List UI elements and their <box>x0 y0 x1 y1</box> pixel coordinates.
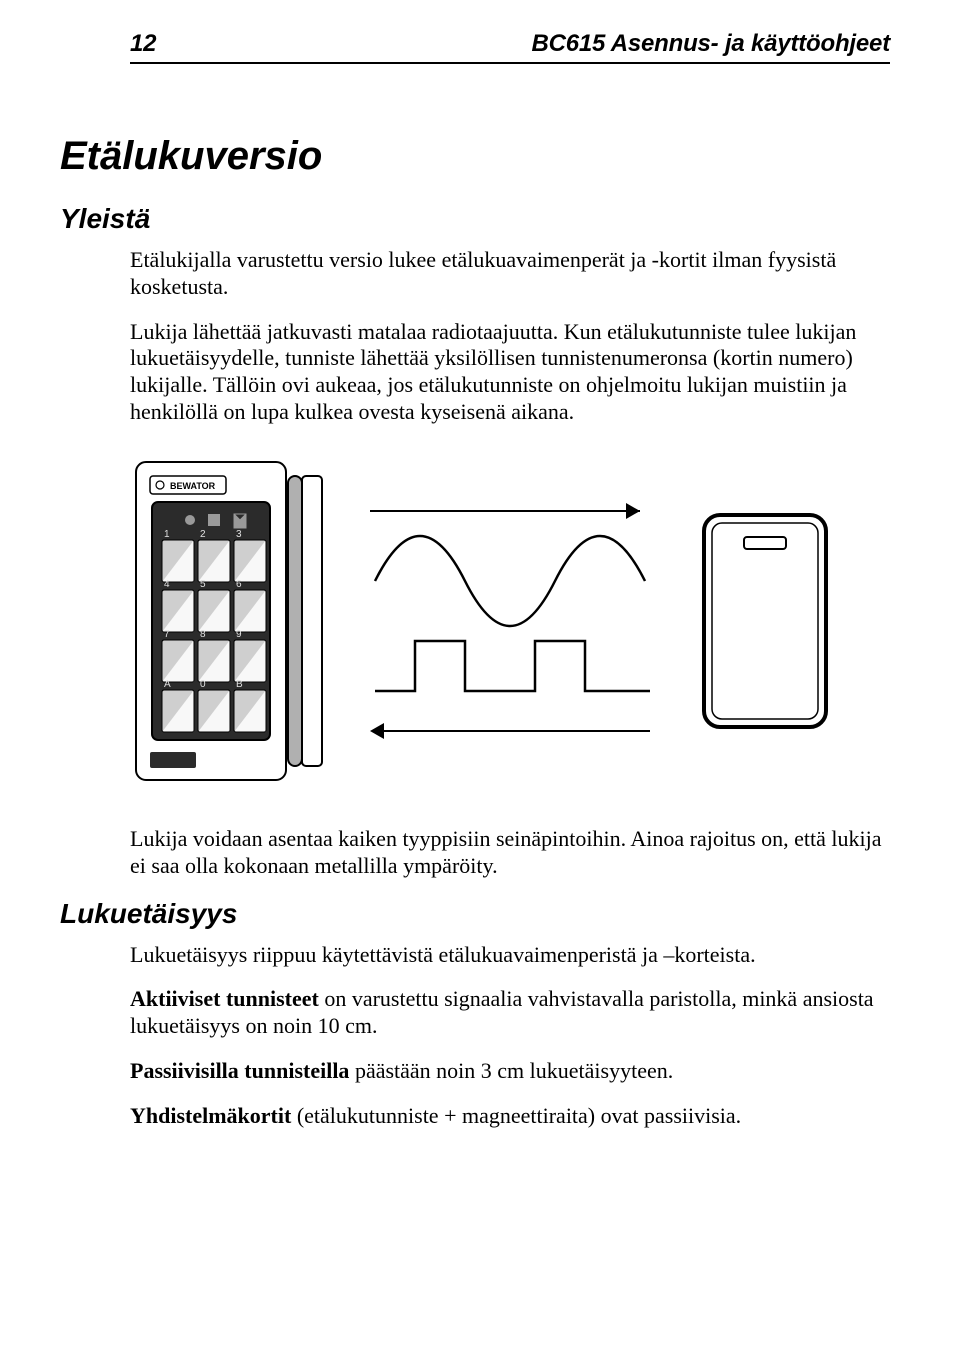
page-number: 12 <box>130 30 156 58</box>
paragraph: Lukuetäisyys riippuu käytettävistä etälu… <box>130 942 890 969</box>
term-active: Aktiiviset tunnisteet <box>130 986 319 1011</box>
reader-device-icon: BEWATOR 1 2 3 4 5 6 7 8 9 A 0 B <box>130 456 330 786</box>
paragraph: Yhdistelmäkortit (etälukutunniste + magn… <box>130 1103 890 1130</box>
heading-l1: Etälukuversio <box>60 134 890 179</box>
doc-title: BC615 Asennus- ja käyttöohjeet <box>531 30 890 58</box>
heading-l2-distance: Lukuetäisyys <box>60 898 890 930</box>
svg-text:5: 5 <box>200 579 206 590</box>
signal-waves-icon <box>370 491 660 751</box>
card-icon <box>700 511 830 731</box>
paragraph: Aktiiviset tunnisteet on varustettu sign… <box>130 986 890 1040</box>
paragraph: Passiivisilla tunnisteilla päästään noin… <box>130 1058 890 1085</box>
heading-l2-general: Yleistä <box>60 203 890 235</box>
svg-text:6: 6 <box>236 579 242 590</box>
text-run: (etälukutunniste + magneettiraita) ovat … <box>291 1103 741 1128</box>
svg-text:A: A <box>164 679 171 690</box>
svg-text:9: 9 <box>236 629 242 640</box>
svg-text:3: 3 <box>236 529 242 540</box>
svg-text:2: 2 <box>200 529 206 540</box>
text-run: päästään noin 3 cm lukuetäisyyteen. <box>349 1058 673 1083</box>
paragraph: Etälukijalla varustettu versio lukee etä… <box>130 247 890 301</box>
svg-text:BEWATOR: BEWATOR <box>170 481 216 491</box>
paragraph: Lukija voidaan asentaa kaiken tyyppisiin… <box>130 826 890 880</box>
svg-text:8: 8 <box>200 629 206 640</box>
svg-text:B: B <box>236 679 243 690</box>
paragraph: Lukija lähettää jatkuvasti matalaa radio… <box>130 319 890 426</box>
figure: BEWATOR 1 2 3 4 5 6 7 8 9 A 0 B <box>130 456 890 786</box>
svg-text:7: 7 <box>164 629 170 640</box>
term-passive: Passiivisilla tunnisteilla <box>130 1058 349 1083</box>
svg-text:0: 0 <box>200 679 206 690</box>
term-combo: Yhdistelmäkortit <box>130 1103 291 1128</box>
svg-text:1: 1 <box>164 529 170 540</box>
svg-text:4: 4 <box>164 579 170 590</box>
page-header: 12 BC615 Asennus- ja käyttöohjeet <box>130 30 890 64</box>
page: 12 BC615 Asennus- ja käyttöohjeet Etäluk… <box>0 0 960 1369</box>
